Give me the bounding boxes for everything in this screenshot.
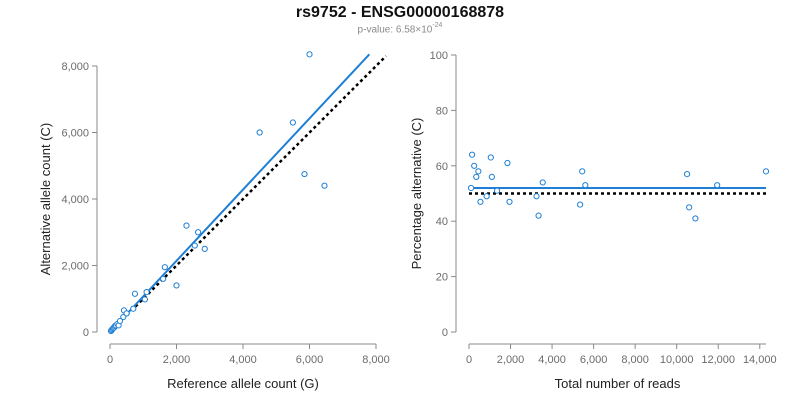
data-point bbox=[533, 193, 540, 200]
x-axis-title: Total number of reads bbox=[555, 376, 681, 391]
x-tick-label: 2,000 bbox=[163, 354, 191, 366]
data-point bbox=[321, 182, 328, 189]
y-tick-label: 4,000 bbox=[61, 194, 89, 206]
data-point bbox=[467, 184, 475, 192]
data-point bbox=[191, 242, 198, 249]
x-tick-label: 8,000 bbox=[362, 354, 390, 366]
data-point bbox=[483, 193, 490, 200]
data-point bbox=[289, 119, 296, 126]
data-point bbox=[256, 129, 263, 136]
chart-subtitle: p-value: 6.58×10-24 bbox=[0, 22, 800, 36]
y-tick-label: 2,000 bbox=[61, 261, 89, 273]
x-tick-label: 4,000 bbox=[229, 354, 257, 366]
data-point bbox=[493, 187, 501, 194]
y-tick-label: 20 bbox=[436, 272, 448, 284]
x-tick-label: 0 bbox=[466, 354, 472, 366]
data-point bbox=[473, 173, 480, 180]
y-tick-label: 8,000 bbox=[61, 61, 89, 73]
data-point bbox=[579, 168, 586, 175]
data-point bbox=[131, 290, 139, 297]
x-tick-label: 6,000 bbox=[296, 354, 324, 366]
data-point bbox=[692, 215, 699, 222]
data-point bbox=[471, 162, 478, 169]
reference-line bbox=[109, 55, 387, 333]
p-value-exponent: -24 bbox=[432, 22, 443, 29]
data-point bbox=[477, 198, 484, 205]
y-axis-title: Percentage alternative (C) bbox=[409, 118, 424, 270]
data-point bbox=[488, 173, 495, 180]
data-point bbox=[183, 222, 190, 229]
data-point bbox=[195, 229, 202, 236]
data-point bbox=[123, 310, 130, 317]
y-tick-label: 80 bbox=[436, 105, 448, 117]
y-tick-label: 0 bbox=[83, 327, 89, 339]
data-point bbox=[714, 182, 721, 189]
y-axis-title: Alternative allele count (C) bbox=[38, 123, 53, 275]
y-tick-label: 60 bbox=[436, 161, 448, 173]
y-tick-label: 6,000 bbox=[61, 128, 89, 140]
data-point bbox=[173, 282, 180, 289]
data-point bbox=[475, 168, 482, 175]
data-point bbox=[469, 151, 476, 158]
data-point bbox=[116, 317, 124, 325]
data-point bbox=[130, 305, 137, 312]
fit-line bbox=[109, 53, 371, 333]
data-point bbox=[535, 212, 542, 219]
y-tick-label: 100 bbox=[430, 50, 448, 62]
data-point bbox=[201, 245, 208, 252]
data-point bbox=[161, 264, 168, 271]
data-point bbox=[301, 170, 308, 178]
x-tick-label: 6,000 bbox=[580, 354, 608, 366]
p-value-text: p-value: 6.58×10 bbox=[357, 24, 433, 36]
y-tick-label: 0 bbox=[442, 327, 448, 339]
percentage-scatter-panel: 0 2,000 4,000 6,000 8,000 10,000 12,000 14,000 0… bbox=[409, 50, 777, 391]
x-tick-label: 14,000 bbox=[743, 354, 777, 366]
data-point bbox=[582, 182, 589, 189]
data-point bbox=[506, 198, 513, 205]
x-tick-label: 4,000 bbox=[538, 354, 566, 366]
x-tick-label: 12,000 bbox=[701, 354, 735, 366]
x-axis-title: Reference allele count (G) bbox=[167, 376, 319, 391]
data-point bbox=[762, 168, 770, 175]
data-point bbox=[160, 275, 167, 282]
chart-title: rs9752 - ENSG00000168878 bbox=[295, 4, 505, 21]
data-point bbox=[686, 204, 693, 211]
data-point bbox=[683, 171, 691, 178]
data-point bbox=[577, 201, 584, 208]
data-point bbox=[143, 289, 150, 296]
x-tick-label: 8,000 bbox=[621, 354, 649, 366]
data-point bbox=[120, 313, 127, 321]
x-tick-label: 10,000 bbox=[660, 354, 694, 366]
data-point bbox=[487, 154, 494, 161]
data-point bbox=[306, 51, 313, 58]
data-point bbox=[504, 159, 511, 167]
data-point bbox=[141, 296, 149, 303]
y-tick-label: 40 bbox=[436, 216, 448, 228]
data-point bbox=[539, 179, 546, 186]
count-scatter-panel: 0 2,000 4,000 6,000 8,000 0 2,000 4,000 6,000 8,0… bbox=[38, 51, 390, 391]
x-tick-label: 0 bbox=[107, 354, 113, 366]
x-tick-label: 2,000 bbox=[497, 354, 525, 366]
